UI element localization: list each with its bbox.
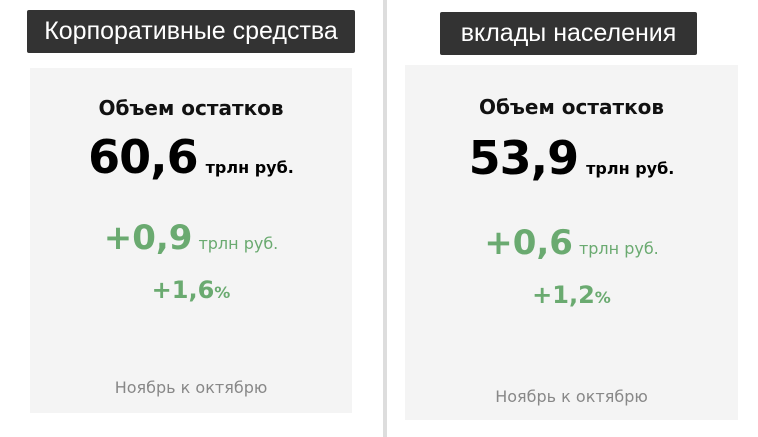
card-title: Объем остатков	[98, 96, 284, 120]
delta-number: +0,9	[103, 218, 193, 258]
tag-deposits: вклады населения	[440, 12, 697, 55]
value-unit: трлн руб.	[205, 158, 294, 177]
pct-symbol: %	[214, 283, 231, 302]
period-label: Ноябрь к октябрю	[114, 378, 268, 397]
delta-unit: трлн руб.	[578, 239, 659, 258]
balance-value: 53,9 трлн руб.	[405, 131, 738, 185]
delta-number: +0,6	[484, 223, 573, 263]
delta-value: +0,6 трлн руб.	[405, 223, 738, 263]
value-number: 53,9	[468, 131, 579, 185]
pct-number: +1,2	[532, 281, 595, 309]
card-deposits: Объем остатков 53,9 трлн руб. +0,6 трлн ру…	[405, 65, 738, 420]
delta-value: +0,9 трлн руб.	[30, 218, 352, 258]
period-label: Ноябрь к октябрю	[495, 387, 648, 406]
card-corporate: Объем остатков 60,6 трлн руб. +0,9 трлн ру…	[30, 68, 352, 413]
divider	[383, 0, 387, 437]
delta-percent: +1,2%	[405, 281, 738, 309]
pct-number: +1,6	[151, 276, 215, 304]
delta-percent: +1,6%	[30, 276, 352, 304]
balance-value: 60,6 трлн руб.	[30, 130, 352, 184]
delta-unit: трлн руб.	[198, 234, 279, 253]
pct-symbol: %	[594, 288, 611, 307]
value-number: 60,6	[88, 130, 198, 184]
tag-corporate: Корпоративные средства	[27, 10, 355, 53]
card-title: Объем остатков	[478, 95, 665, 119]
value-unit: трлн руб.	[586, 159, 675, 178]
